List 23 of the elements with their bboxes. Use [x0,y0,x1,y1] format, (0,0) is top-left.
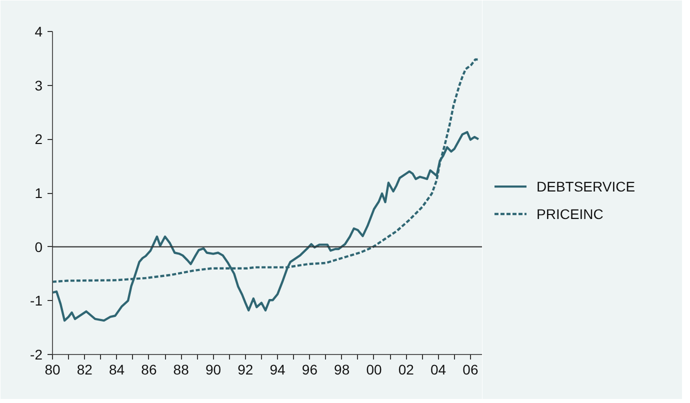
x-tick-label: 86 [141,362,157,378]
x-tick-label: 80 [44,362,60,378]
x-tick-label: 88 [173,362,190,378]
x-tick-label: 96 [302,362,318,378]
y-tick-label: -2 [30,346,43,362]
x-tick-label: 06 [462,362,478,378]
x-tick-label: 94 [270,362,286,378]
x-tick-label: 92 [238,362,254,378]
x-tick-label: 00 [366,362,382,378]
x-tick-label: 84 [109,362,125,378]
y-tick-label: 3 [34,77,43,94]
y-tick-label: -1 [30,292,43,309]
x-tick-label: 82 [76,362,93,378]
y-tick-label: 0 [34,238,43,255]
legend-label: PRICEINC [536,206,604,222]
x-tick-label: 02 [398,362,414,378]
x-tick-label: 98 [334,362,350,378]
x-tick-label: 04 [430,362,446,378]
legend-label: DEBTSERVICE [536,178,636,195]
y-tick-label: 1 [34,185,43,201]
y-tick-label: 2 [34,131,43,148]
y-tick-label: 4 [34,24,43,40]
x-tick-label: 90 [205,362,222,378]
